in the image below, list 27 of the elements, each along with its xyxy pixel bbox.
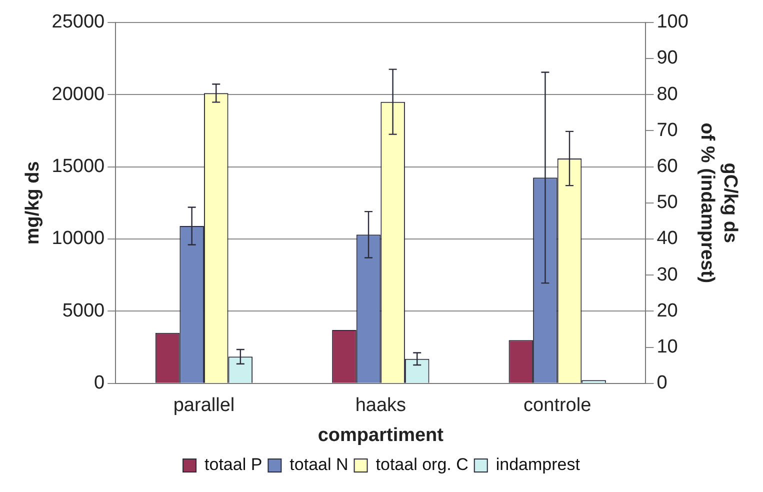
y2-tick-label: 100 <box>656 12 688 33</box>
y-tick-label: 25000 <box>52 12 105 33</box>
y2-tick-label: 50 <box>656 192 678 214</box>
x-axis-title: compartiment <box>318 424 444 446</box>
y2-tick-label: 70 <box>656 120 678 141</box>
y2-tick-label: 80 <box>656 84 678 105</box>
y-tick-label: 10000 <box>52 228 105 250</box>
y2-tick-label: 20 <box>656 300 678 322</box>
y-tick-label: 15000 <box>52 156 105 178</box>
x-tick-label: haaks <box>355 395 406 416</box>
y-tick-label: 0 <box>94 372 105 394</box>
y2-tick-label: 10 <box>656 336 678 358</box>
legend-label: totaal P <box>204 455 262 474</box>
legend-label: indamprest <box>496 455 580 474</box>
legend-label: totaal N <box>290 455 348 474</box>
y-axis-title: mg/kg ds <box>22 161 44 245</box>
y2-axis-title: gC/kg ds of % (indamprest) <box>696 122 740 284</box>
y2-tick-label: 90 <box>656 48 678 69</box>
y-tick-label: 5000 <box>62 300 105 322</box>
y2-tick-label: 0 <box>656 372 668 394</box>
x-tick-label: parallel <box>173 395 235 416</box>
y2-tick-label: 30 <box>656 264 678 286</box>
legend-label: totaal org. C <box>376 455 468 474</box>
y2-tick-label: 40 <box>656 228 678 250</box>
x-tick-label: controle <box>524 395 592 416</box>
y-tick-label: 20000 <box>52 84 105 105</box>
y2-tick-label: 60 <box>656 156 678 178</box>
